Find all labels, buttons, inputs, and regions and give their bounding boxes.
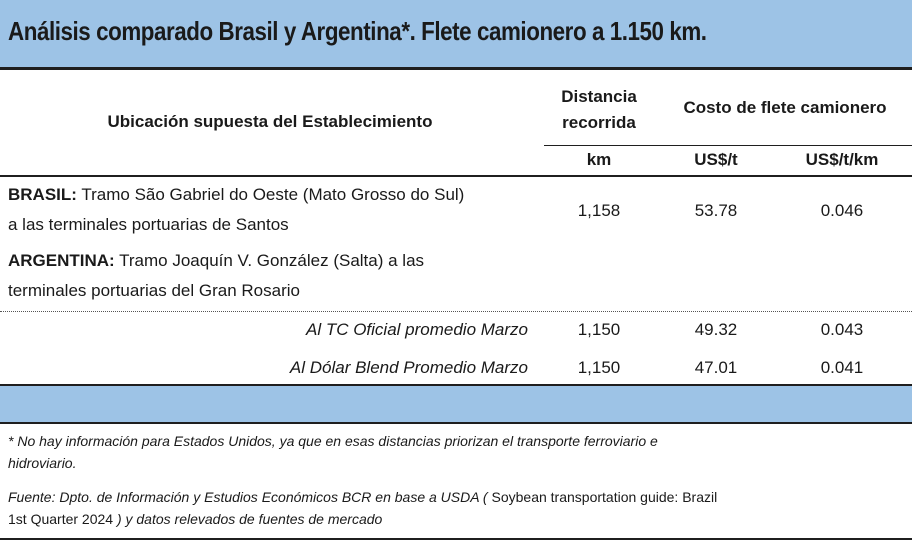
subrow-tc-oficial-usd-per-ton: 49.32 — [694, 320, 738, 339]
row-argentina-desc-line1: Tramo Joaquín V. González (Salta) a las — [114, 251, 425, 270]
header-distance: Distancia recorrida — [544, 84, 654, 136]
row-brasil-desc-line2: a las terminales portuarias de Santos — [8, 215, 289, 234]
header-cost: Costo de flete camionero — [683, 98, 887, 117]
source-upright-part2: 1st Quarter 2024 — [8, 511, 114, 527]
unit-usd-per-ton: US$/t — [694, 150, 738, 169]
source-upright-part1: Soybean transportation guide: Brazil — [487, 489, 718, 505]
unit-km: km — [586, 150, 612, 169]
subrow-tc-oficial-usd-per-ton-km: 0.043 — [820, 320, 864, 339]
unit-usd-per-ton-km: US$/t/km — [805, 150, 879, 169]
dotted-divider — [0, 311, 912, 312]
source-note: Fuente: Dpto. de Información y Estudios … — [8, 486, 908, 530]
row-brasil-description: BRASIL: Tramo São Gabriel do Oeste (Mato… — [8, 180, 548, 240]
row-brasil-km: 1,158 — [577, 201, 621, 220]
header-divider — [0, 175, 912, 177]
footnote-line2: hidroviario. — [8, 455, 77, 471]
subrow-dolar-blend-usd-per-ton-km: 0.041 — [820, 358, 864, 377]
source-italic-part1: Fuente: Dpto. de Información y Estudios … — [8, 489, 488, 505]
row-brasil-usd-per-ton-km: 0.046 — [820, 201, 864, 220]
source-italic-part2: ) y datos relevados de fuentes de mercad… — [113, 511, 383, 527]
bottom-rule — [0, 538, 912, 540]
footer-band — [0, 384, 912, 424]
subrow-dolar-blend-km: 1,150 — [577, 358, 621, 377]
subrow-tc-oficial-label: Al TC Oficial promedio Marzo — [305, 320, 528, 339]
row-brasil-desc-line1: Tramo São Gabriel do Oeste (Mato Grosso … — [76, 185, 465, 204]
footnote-line1: * No hay información para Estados Unidos… — [8, 433, 658, 449]
row-argentina-desc-line2: terminales portuarias del Gran Rosario — [8, 281, 300, 300]
page-title: Análisis comparado Brasil y Argentina*. … — [8, 16, 707, 46]
row-argentina-description: ARGENTINA: Tramo Joaquín V. González (Sa… — [8, 246, 548, 306]
row-brasil-usd-per-ton: 53.78 — [694, 201, 738, 220]
row-argentina-country: ARGENTINA: — [8, 251, 115, 270]
row-brasil-country: BRASIL: — [8, 185, 77, 204]
subheader-divider — [544, 145, 912, 146]
title-bar: Análisis comparado Brasil y Argentina*. … — [0, 0, 912, 70]
subrow-tc-oficial-km: 1,150 — [577, 320, 621, 339]
subrow-dolar-blend-usd-per-ton: 47.01 — [694, 358, 738, 377]
footnote: * No hay información para Estados Unidos… — [8, 430, 908, 474]
header-distance-line1: Distancia — [561, 87, 637, 106]
subrow-dolar-blend-label: Al Dólar Blend Promedio Marzo — [289, 358, 528, 377]
header-distance-line2: recorrida — [562, 113, 636, 132]
header-location: Ubicación supuesta del Establecimiento — [107, 112, 433, 131]
